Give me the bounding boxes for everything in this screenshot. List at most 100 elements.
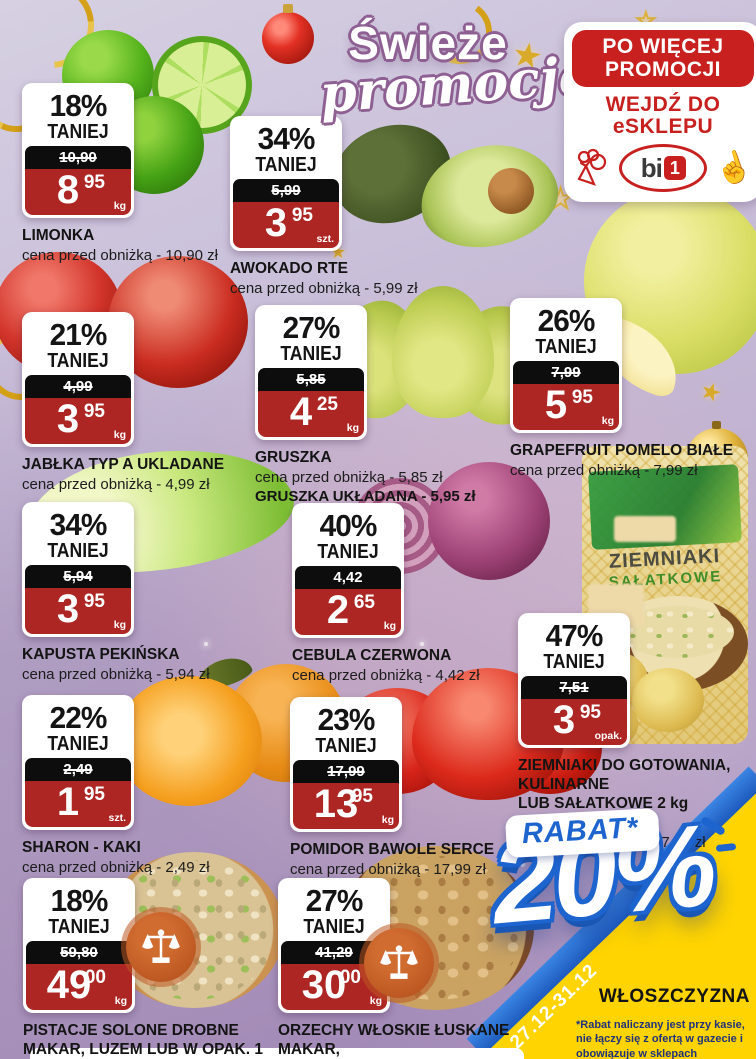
old-price: 5,85 — [296, 371, 326, 388]
new-price-band: 8 95 kg — [25, 169, 131, 215]
old-price: 7,99 — [551, 364, 581, 381]
price-integer: 3 — [552, 698, 576, 742]
pear-image — [392, 286, 494, 418]
price-decimal: 95 — [83, 172, 105, 193]
discount-percent: 34% — [49, 507, 108, 542]
price-integer: 4 — [289, 390, 313, 434]
price-integer: 2 — [326, 588, 350, 632]
product-label: GRUSZKA cena przed obniżką - 5,85 zł GRU… — [255, 449, 493, 506]
product-price-note: cena przed obniżką - 10,90 zł — [22, 246, 218, 264]
price-integer: 8 — [56, 168, 80, 212]
old-price-band: 7,99 — [513, 361, 619, 384]
discount-label: TANIEJ — [280, 343, 342, 365]
new-price-band: 30 00 kg — [281, 964, 387, 1010]
price-unit: kg — [369, 995, 382, 1007]
rabat-footnote: *Rabat naliczany jest przy kasie, nie łą… — [576, 1019, 745, 1059]
bottom-card-edge — [30, 1048, 524, 1059]
product-gruszka: 27% TANIEJ 5,85 4 25 kg GRUSZKA cena prz… — [255, 305, 493, 506]
product-name: ZIEMNIAKI DO GOTOWANIA, KULINARNE — [518, 757, 731, 793]
discount-percent: 18% — [50, 883, 109, 918]
new-price-band: 2 65 kg — [295, 589, 401, 635]
old-price-band: 41,29 — [281, 941, 387, 964]
red-christmas-bauble — [262, 4, 314, 64]
discount-percent: 34% — [257, 121, 316, 156]
potato-image — [632, 668, 704, 732]
persimmon-half-image — [116, 676, 262, 806]
page-title-line1: Świeże — [348, 17, 508, 69]
price-card: 26% TANIEJ 7,99 5 95 kg — [510, 298, 622, 433]
price-decimal: 95 — [579, 702, 601, 723]
old-price: 5,94 — [63, 568, 93, 585]
more-promos-line1: PO WIĘCEJ — [602, 35, 724, 58]
avocado-pit — [488, 168, 534, 214]
discount-label: TANIEJ — [47, 540, 109, 562]
old-price: 59,80 — [60, 944, 98, 961]
price-card: 22% TANIEJ 2,49 1 95 szt. — [22, 695, 134, 830]
product-price-note: cena przed obniżką - 5,85 zł — [255, 468, 443, 486]
product-price-note: cena przed obniżką - 7,99 zł — [510, 461, 698, 479]
product-price-note: cena przed obniżką - 4,99 zł — [22, 475, 210, 493]
sparkle-dot — [204, 642, 208, 646]
old-price: 17,99 — [327, 763, 365, 780]
old-price-band: 17,99 — [293, 760, 399, 783]
red-onion-image — [428, 462, 550, 580]
eshop-cta: WEJDŹ DO eSKLEPU — [572, 94, 754, 138]
price-unit: kg — [383, 620, 396, 632]
sparkle-dot — [640, 762, 644, 766]
discount-percent: 40% — [319, 508, 378, 543]
discount-percent: 26% — [537, 303, 596, 338]
product-label: LIMONKA cena przed obniżką - 10,90 zł — [22, 227, 227, 266]
price-unit: kg — [113, 429, 126, 441]
product-awokado: 34% TANIEJ 5,99 3 95 szt. AWOKADO RTE ce… — [230, 116, 458, 299]
rabat-label: RABAT* — [521, 812, 640, 851]
rabat-region: WŁOSZCZYZNA — [598, 986, 750, 1007]
price-decimal: 65 — [353, 592, 375, 613]
price-integer: 3 — [264, 201, 288, 245]
produce-icon — [574, 148, 612, 188]
old-price: 4,42 — [333, 569, 363, 586]
discount-percent: 22% — [49, 700, 108, 735]
rabat-label-pill: RABAT* — [505, 808, 660, 858]
discount-percent: 18% — [49, 88, 108, 123]
eshop-promo-badge[interactable]: PO WIĘCEJ PROMOCJI WEJDŹ DO eSKLEPU bi 1… — [564, 22, 756, 203]
bi1-logo-digit: 1 — [663, 156, 686, 181]
product-kapusta: 34% TANIEJ 5,94 3 95 kg KAPUSTA PEKIŃSKA… — [22, 502, 254, 685]
new-price-band: 4 25 kg — [258, 391, 364, 437]
price-decimal: 95 — [291, 205, 313, 226]
product-name: LIMONKA — [22, 227, 95, 244]
product-label: POMIDOR BAWOLE SERCE cena przed obniżką … — [290, 841, 528, 880]
product-price-note: cena przed obniżką - 5,94 zł — [22, 665, 210, 683]
discount-percent: 27% — [305, 883, 364, 918]
eshop-cta-line1: WEJDŹ DO — [605, 93, 721, 117]
product-label: ORZECHY WŁOSKIE ŁUSKANE MAKAR, LUZEM LUB… — [278, 1022, 530, 1059]
discount-label: TANIEJ — [47, 121, 109, 143]
price-decimal: 25 — [316, 394, 338, 415]
new-price-band: 1 95 szt. — [25, 781, 131, 827]
old-price-band: 10,90 — [25, 146, 131, 169]
price-decimal: 95 — [571, 387, 593, 408]
product-grapefruit: 26% TANIEJ 7,99 5 95 kg GRAPEFRUIT POMEL… — [510, 298, 754, 481]
product-name: KAPUSTA PEKIŃSKA — [22, 646, 180, 663]
eshop-logo-row: bi 1 ☝ — [572, 144, 756, 193]
price-integer: 5 — [544, 383, 568, 427]
product-orzechy: 27% TANIEJ 41,29 30 00 kg ORZECHY WŁOSKI… — [278, 878, 530, 1059]
old-price-band: 2,49 — [25, 758, 131, 781]
new-price-band: 13 95 kg — [293, 783, 399, 829]
price-card: 34% TANIEJ 5,99 3 95 szt. — [230, 116, 342, 251]
discount-percent: 47% — [545, 618, 604, 653]
price-integer: 30 — [301, 963, 347, 1007]
price-card: 40% TANIEJ 4,42 2 65 kg — [292, 503, 404, 638]
price-integer: 3 — [56, 397, 80, 441]
old-price-band: 4,99 — [25, 375, 131, 398]
price-unit: kg — [113, 200, 126, 212]
old-price: 4,99 — [63, 378, 93, 395]
product-name: GRAPEFRUIT POMELO BIAŁE — [510, 442, 734, 459]
new-price-band: 49 00 kg — [26, 964, 132, 1010]
old-price: 10,90 — [59, 149, 97, 166]
more-promos-line2: PROMOCJI — [604, 57, 721, 81]
new-price-band: 5 95 kg — [513, 384, 619, 430]
product-price-note: cena przed obniżką - 17,99 zł — [290, 860, 486, 878]
product-name-line2: LUB SAŁATKOWE 2 kg — [518, 794, 689, 812]
scales-icon — [364, 928, 434, 998]
